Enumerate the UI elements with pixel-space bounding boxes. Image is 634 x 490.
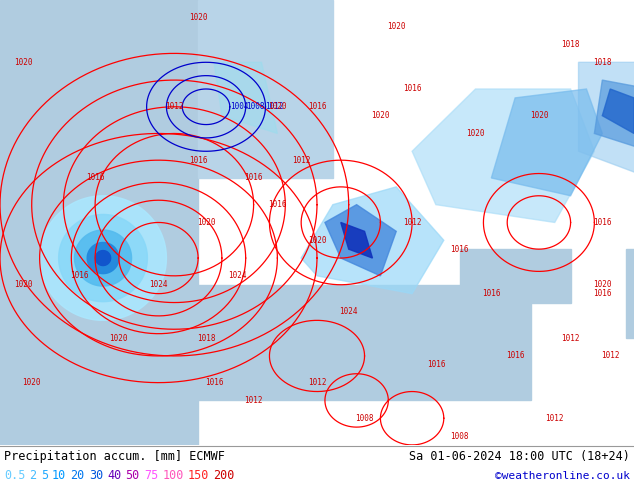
Text: 1024: 1024 <box>228 271 247 280</box>
Polygon shape <box>40 196 166 320</box>
Text: 1020: 1020 <box>371 111 390 120</box>
Text: ©weatheronline.co.uk: ©weatheronline.co.uk <box>495 471 630 481</box>
Text: 1020: 1020 <box>15 280 33 289</box>
Text: 1020: 1020 <box>197 218 216 227</box>
Text: 1016: 1016 <box>244 173 263 182</box>
Polygon shape <box>325 205 396 276</box>
Text: 1016: 1016 <box>189 156 207 165</box>
Text: 1016: 1016 <box>307 102 327 111</box>
Text: 1020: 1020 <box>529 111 548 120</box>
Text: 5: 5 <box>41 469 48 483</box>
Text: Precipitation accum. [mm] ECMWF: Precipitation accum. [mm] ECMWF <box>4 450 225 464</box>
Text: 1020: 1020 <box>22 378 41 387</box>
Polygon shape <box>198 0 333 178</box>
Text: 1016: 1016 <box>482 289 501 298</box>
Polygon shape <box>59 215 147 302</box>
Polygon shape <box>87 243 119 273</box>
Text: 1016: 1016 <box>403 84 422 94</box>
Polygon shape <box>341 222 373 258</box>
Polygon shape <box>214 62 278 133</box>
Text: 1018: 1018 <box>561 40 580 49</box>
Text: 1008: 1008 <box>355 414 374 423</box>
Text: 1018: 1018 <box>197 334 216 343</box>
Text: 1016: 1016 <box>86 173 105 182</box>
Text: 1012: 1012 <box>165 102 184 111</box>
Polygon shape <box>301 187 444 294</box>
Polygon shape <box>0 0 198 445</box>
Text: 200: 200 <box>214 469 235 483</box>
Text: 1020: 1020 <box>307 236 327 245</box>
Polygon shape <box>602 89 634 133</box>
Text: 1016: 1016 <box>593 218 612 227</box>
Polygon shape <box>75 230 132 286</box>
Text: 1016: 1016 <box>427 360 445 369</box>
Text: 1012: 1012 <box>266 102 284 111</box>
Text: 1024: 1024 <box>339 307 358 316</box>
Text: Sa 01-06-2024 18:00 UTC (18+24): Sa 01-06-2024 18:00 UTC (18+24) <box>409 450 630 464</box>
Text: 1012: 1012 <box>292 156 311 165</box>
Text: 1020: 1020 <box>387 22 406 31</box>
Text: 1016: 1016 <box>205 378 223 387</box>
Text: 1020: 1020 <box>268 102 287 111</box>
Text: 1012: 1012 <box>307 378 327 387</box>
Polygon shape <box>96 250 110 266</box>
Text: 20: 20 <box>70 469 85 483</box>
Text: 1012: 1012 <box>545 414 564 423</box>
Text: 40: 40 <box>107 469 122 483</box>
Text: 1012: 1012 <box>244 396 263 405</box>
Polygon shape <box>412 89 595 222</box>
Text: 1020: 1020 <box>110 334 128 343</box>
Text: 1018: 1018 <box>593 58 612 67</box>
Text: 1012: 1012 <box>561 334 580 343</box>
Text: 1016: 1016 <box>268 200 287 209</box>
Text: 0.5: 0.5 <box>4 469 25 483</box>
Text: 1008: 1008 <box>450 432 469 441</box>
Polygon shape <box>198 285 531 400</box>
Text: 100: 100 <box>162 469 184 483</box>
Polygon shape <box>626 249 634 338</box>
Polygon shape <box>579 62 634 178</box>
Text: 50: 50 <box>126 469 140 483</box>
Polygon shape <box>460 249 571 302</box>
Polygon shape <box>595 80 634 151</box>
Text: 1020: 1020 <box>189 13 207 23</box>
Text: 1012: 1012 <box>601 351 619 361</box>
Text: 1020: 1020 <box>593 280 612 289</box>
Text: 1020: 1020 <box>466 129 485 138</box>
Text: 10: 10 <box>52 469 66 483</box>
Text: 1016: 1016 <box>506 351 524 361</box>
Text: 1016: 1016 <box>450 245 469 254</box>
Polygon shape <box>491 89 602 196</box>
Text: 150: 150 <box>188 469 209 483</box>
Text: 1016: 1016 <box>70 271 89 280</box>
Text: 1024: 1024 <box>149 280 168 289</box>
Text: 1004: 1004 <box>230 102 249 111</box>
Text: 1008: 1008 <box>246 102 264 111</box>
Text: 1012: 1012 <box>403 218 422 227</box>
Text: 30: 30 <box>89 469 103 483</box>
Text: 1020: 1020 <box>15 58 33 67</box>
Text: 1016: 1016 <box>593 289 612 298</box>
Text: 2: 2 <box>30 469 37 483</box>
Text: 75: 75 <box>144 469 158 483</box>
